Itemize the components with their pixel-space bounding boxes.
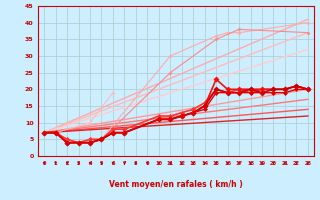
X-axis label: Vent moyen/en rafales ( km/h ): Vent moyen/en rafales ( km/h ) [109,180,243,189]
